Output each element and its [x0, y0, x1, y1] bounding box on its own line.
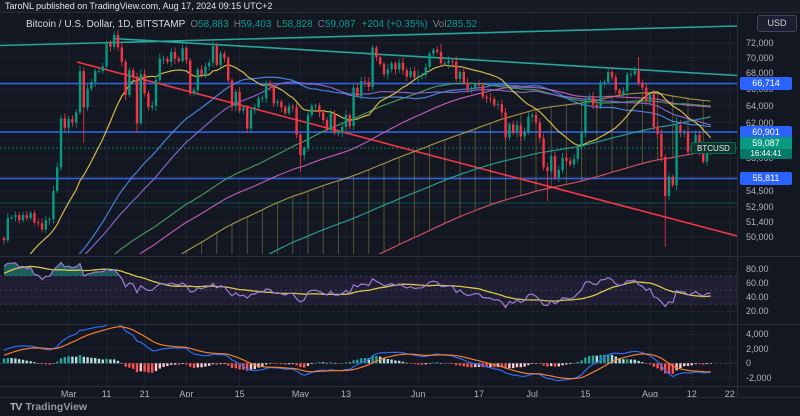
macd-tick-label: 0 — [746, 358, 752, 369]
price-tick-label: 62,000 — [746, 117, 774, 128]
open-value: 58,883 — [198, 19, 229, 30]
time-tick-label: Jun — [410, 389, 426, 399]
time-tick-label: 21 — [139, 389, 150, 399]
price-axis-border — [737, 13, 738, 397]
low-value: 58,828 — [282, 19, 313, 30]
published-header: TaroNL published on TradingView.com, Aug… — [0, 0, 800, 13]
currency-toggle-button[interactable]: USD — [757, 15, 797, 32]
time-tick-label: May — [291, 389, 309, 399]
time-axis-border — [0, 386, 800, 387]
published-footer: TV TradingView — [0, 397, 800, 416]
chart-legend: Bitcoin / U.S. Dollar, 1D, BITSTAMP O58,8… — [26, 19, 477, 30]
brand-name: TradingView — [25, 401, 88, 413]
pane-separator-macd[interactable] — [0, 324, 800, 325]
time-tick-label: Jul — [526, 389, 538, 399]
time-tick-label: 12 — [686, 389, 697, 399]
low-label: L — [276, 19, 283, 30]
price-tick-label: 52,900 — [746, 202, 774, 212]
rsi-tick-label: 80.00 — [746, 263, 769, 274]
price-tick-label: 72,000 — [746, 38, 774, 48]
price-tick-label: 50,000 — [746, 232, 774, 242]
close-label: C — [317, 19, 325, 30]
price-level-badge: 66,714 — [740, 77, 792, 91]
tradingview-brand[interactable]: TV TradingView — [10, 401, 87, 413]
time-tick-label: 13 — [340, 389, 352, 399]
close-value: 59,087 — [324, 19, 356, 30]
volume-label: Vol — [432, 19, 447, 30]
price-tick-label: 54,500 — [746, 186, 774, 197]
open-label: O — [190, 19, 199, 30]
bar-countdown: 16:44:41 — [740, 149, 792, 160]
macd-tick-label: 2,000 — [746, 343, 769, 354]
price-tick-label: 68,000 — [746, 68, 774, 79]
change-value: +204 (+0.35%) — [361, 19, 428, 30]
high-label: H — [233, 19, 241, 30]
time-tick-label: 22 — [724, 389, 735, 399]
rsi-tick-label: 40.00 — [746, 292, 769, 303]
high-value: 59,403 — [240, 19, 272, 30]
time-tick-label: 15 — [580, 389, 591, 399]
price-tick-label: 64,000 — [746, 100, 774, 111]
symbol-price-tag: BTCUSD — [691, 142, 736, 155]
time-tick-label: Apr — [179, 389, 194, 399]
price-tick-label: 51,400 — [746, 217, 774, 228]
time-tick-label: 17 — [473, 389, 485, 399]
price-tick-label: 70,000 — [746, 52, 774, 63]
price-axis[interactable]: 72,00070,00068,00066,00064,00062,00060,0… — [737, 13, 800, 386]
last-price-value: 59,087 — [740, 137, 792, 150]
tradingview-logo-icon: TV — [10, 401, 22, 413]
rsi-tick-label: 20.00 — [746, 306, 769, 317]
symbol-title[interactable]: Bitcoin / U.S. Dollar, 1D, BITSTAMP — [26, 19, 186, 30]
volume-value: 285.52 — [446, 19, 478, 30]
pane-separator-rsi[interactable] — [0, 256, 800, 257]
macd-tick-label: -2,000 — [746, 372, 772, 383]
price-level-badge: 55,811 — [740, 172, 792, 185]
price-level-badge: 60,901 — [740, 125, 792, 139]
time-tick-label: Mar — [60, 389, 77, 399]
time-tick-label: 11 — [101, 389, 112, 399]
macd-tick-label: 4,000 — [746, 329, 769, 340]
time-tick-label: Aug — [641, 389, 659, 399]
last-price-badge: 59,087 16:44:41 — [740, 137, 792, 160]
rsi-tick-label: 60.00 — [746, 278, 769, 289]
time-axis[interactable]: Mar 11 21 Apr 15 May 13 Jun 17 Jul 15 Aug 12 22 — [0, 386, 737, 399]
time-tick-label: 15 — [234, 389, 245, 399]
